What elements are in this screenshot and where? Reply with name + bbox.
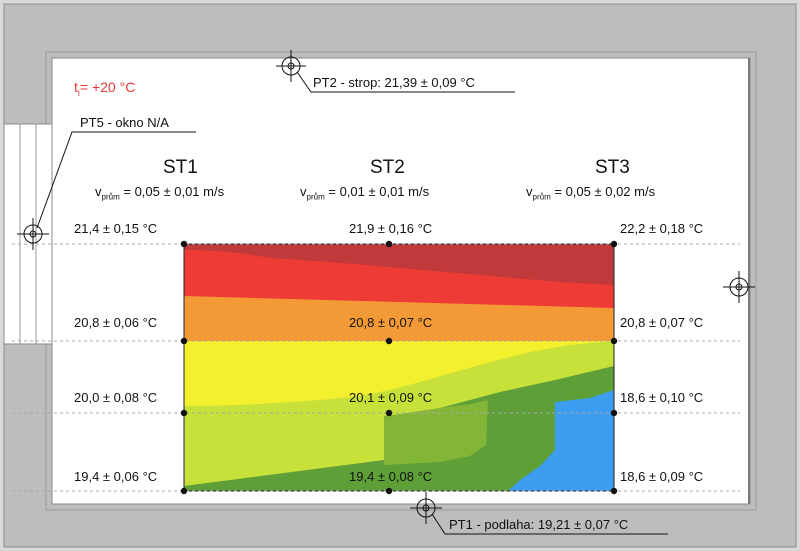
zone-orange [184,296,614,341]
sensor-pt5-icon [17,218,49,250]
reading-st2-top: 21,9 ± 0,16 °C [349,221,433,236]
reading-st2-lower: 20,1 ± 0,09 °C [349,390,433,405]
measure-point [180,409,188,417]
measure-point [385,409,393,417]
measure-point [180,487,188,495]
reading-st1-upper: 20,8 ± 0,06 °C [74,315,158,330]
right-wall-edge [748,58,750,504]
zone-yellow [184,341,614,406]
measure-point [610,337,618,345]
reading-st2-upper: 20,8 ± 0,07 °C [349,315,433,330]
reading-st3-lower: 18,6 ± 0,10 °C [620,390,704,405]
measure-point [385,487,393,495]
reading-st1-bottom: 19,4 ± 0,06 °C [74,469,158,484]
pt1-leader [431,513,668,535]
measure-point [180,240,188,248]
velocity-st2: vprům = 0,01 ± 0,01 m/s [300,184,430,202]
guide-lines [12,243,740,492]
velocity-st1: vprům = 0,05 ± 0,01 m/s [95,184,225,202]
reading-st3-top: 22,2 ± 0,18 °C [620,221,704,236]
zone-blue [508,390,614,491]
temperature-heatmap [183,243,615,492]
reading-st1-top: 21,4 ± 0,15 °C [74,221,158,236]
column-header-st2: ST2 [370,157,405,178]
reading-st3-upper: 20,8 ± 0,07 °C [620,315,704,330]
reading-st1-lower: 20,0 ± 0,08 °C [74,390,158,405]
measure-point [610,487,618,495]
sensor-pt1-icon [410,492,442,524]
pt5-label: PT5 - okno N/A [80,115,169,130]
measure-point [610,240,618,248]
zone-dark-red [184,244,614,285]
zone-green [184,366,614,491]
sensor-right-icon [723,271,755,303]
column-header-st3: ST3 [595,157,630,178]
measure-point [385,240,393,248]
column-header-st1: ST1 [163,157,198,178]
measuring-points [180,240,618,495]
indoor-temp-label: ti= +20 °C [74,79,136,98]
pt5-leader [36,131,196,229]
sensor-pt2-icon [276,50,306,82]
zone-blend [384,400,488,465]
pt2-label: PT2 - strop: 21,39 ± 0,09 °C [313,75,475,90]
velocity-st3: vprům = 0,05 ± 0,02 m/s [526,184,656,202]
measure-point [385,337,393,345]
reading-st2-bottom: 19,4 ± 0,08 °C [349,469,433,484]
pt2-leader [296,71,515,93]
measure-point [180,337,188,345]
measure-point [610,409,618,417]
pt1-label: PT1 - podlaha: 19,21 ± 0,07 °C [449,517,629,532]
reading-st3-bottom: 18,6 ± 0,09 °C [620,469,704,484]
